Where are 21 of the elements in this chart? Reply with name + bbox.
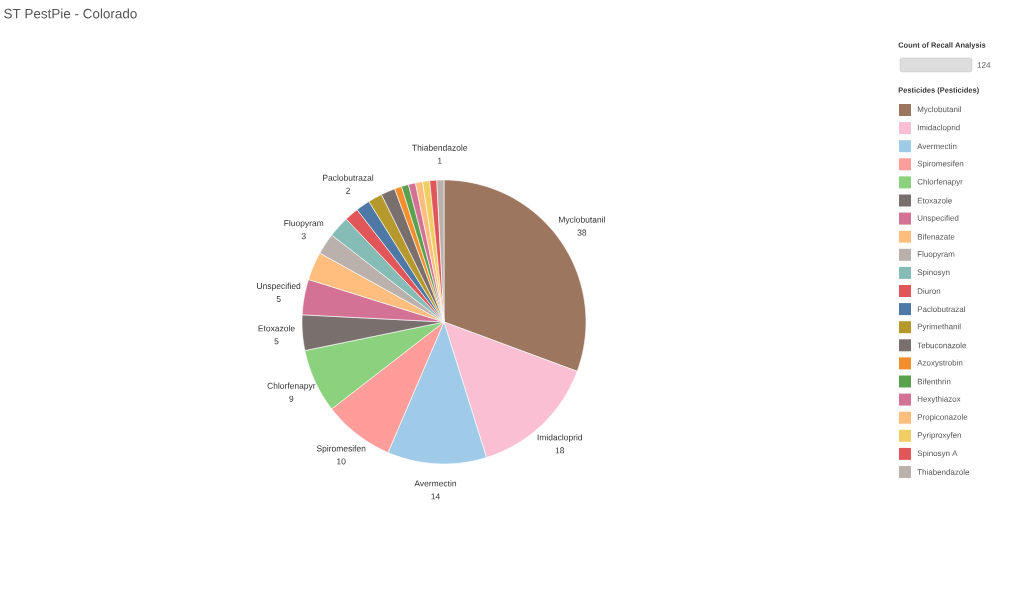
data-label: 1 <box>438 157 442 164</box>
slice-label: Spiromesifen <box>316 445 366 454</box>
slice-label: Fluopyram <box>284 219 324 228</box>
data-label: 10 <box>337 458 346 465</box>
data-label: 3 <box>301 233 306 240</box>
data-label: 5 <box>274 338 279 345</box>
slice-label: Imidacloprid <box>537 434 583 443</box>
slice-label: Chlorfenapyr <box>267 382 316 391</box>
slice-label: Myclobutanil <box>559 216 605 225</box>
data-label: 9 <box>289 395 294 402</box>
slice-label: Etoxazole <box>258 325 295 332</box>
slice-label: Thiabendazole <box>412 144 468 151</box>
data-label: 18 <box>555 447 565 454</box>
slice-label: Unspecified <box>257 282 301 291</box>
slice-label: Avermectin <box>414 480 457 487</box>
data-label: 2 <box>346 187 350 194</box>
data-label: 38 <box>577 229 587 236</box>
data-label: 14 <box>431 493 440 500</box>
text: ST PestPie - Colorado <box>4 8 137 19</box>
slice-label: Paclobutrazal <box>323 174 374 181</box>
data-label: 5 <box>276 296 281 302</box>
